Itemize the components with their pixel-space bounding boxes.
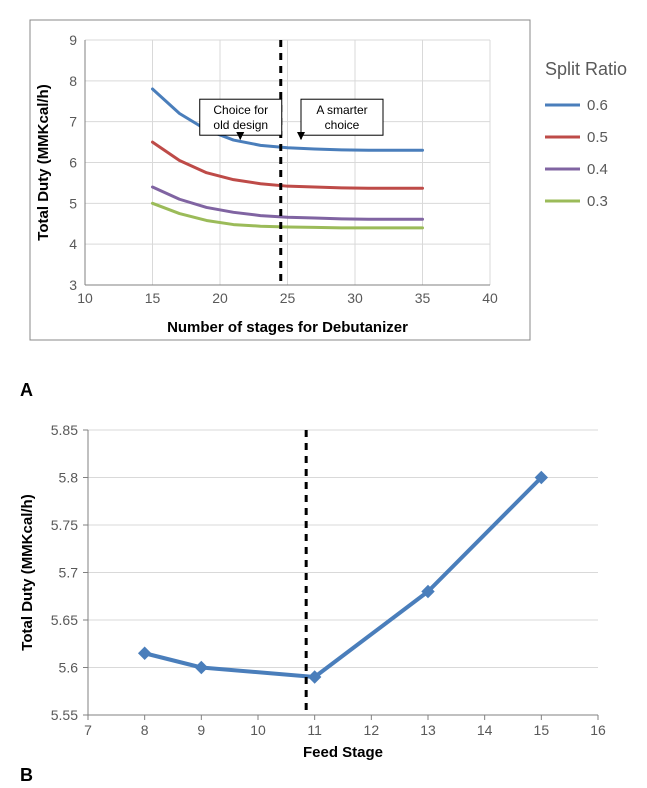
x-tick-label: 13	[420, 722, 436, 738]
x-tick-label: 35	[415, 290, 431, 306]
x-tick-label: 16	[590, 722, 606, 738]
x-tick-label: 8	[141, 722, 149, 738]
y-tick-label: 6	[69, 155, 77, 171]
y-tick-label: 7	[69, 114, 77, 130]
x-tick-label: 10	[77, 290, 93, 306]
y-tick-label: 5.55	[51, 707, 78, 723]
callout-text: old design	[213, 118, 268, 132]
x-tick-label: 7	[84, 722, 92, 738]
x-tick-label: 15	[145, 290, 161, 306]
chart-a: 3 4 5 6 7 8 9 10 15 20 25 30 35 40 Number of stages fo…	[0, 10, 647, 365]
x-tick-label: 10	[250, 722, 266, 738]
x-tick-label: 25	[280, 290, 296, 306]
y-axis-label: Total Duty (MMKcal/h)	[19, 494, 36, 650]
y-tick-label: 4	[69, 236, 77, 252]
legend-label: 0.4	[587, 161, 608, 178]
y-tick-label: 5.7	[59, 565, 79, 581]
callout-text: choice	[325, 118, 360, 132]
x-tick-label: 40	[482, 290, 498, 306]
y-tick-label: 5.6	[59, 660, 79, 676]
y-axis-label: Total Duty (MMKcal/h)	[35, 84, 52, 240]
panel-label-a: A	[20, 380, 33, 401]
legend-label: 0.5	[587, 129, 608, 146]
x-tick-label: 12	[364, 722, 380, 738]
chart-b: 5.55 5.6 5.65 5.7 5.75 5.8 5.85 7 8 9 10 11 12 13 14 15…	[0, 415, 647, 765]
x-axis-label: Feed Stage	[303, 744, 383, 761]
y-tick-label: 5.8	[59, 470, 79, 486]
x-axis-label: Number of stages for Debutanizer	[167, 319, 408, 336]
legend-label: 0.6	[587, 97, 608, 114]
x-tick-label: 15	[534, 722, 550, 738]
x-tick-label: 14	[477, 722, 493, 738]
y-tick-label: 5.65	[51, 612, 78, 628]
legend-title: Split Ratio	[545, 59, 627, 79]
x-tick-label: 11	[307, 722, 322, 738]
y-tick-label: 5.85	[51, 422, 78, 438]
y-tick-label: 3	[69, 277, 77, 293]
x-tick-label: 20	[212, 290, 228, 306]
y-tick-label: 5.75	[51, 517, 78, 533]
legend-label: 0.3	[587, 193, 608, 210]
x-tick-label: 9	[197, 722, 205, 738]
panel-label-b: B	[20, 765, 33, 786]
y-tick-label: 5	[69, 195, 77, 211]
y-tick-label: 8	[69, 73, 77, 89]
y-tick-label: 9	[69, 32, 77, 48]
callout-text: Choice for	[213, 103, 268, 117]
callout-text: A smarter	[316, 103, 367, 117]
x-tick-label: 30	[347, 290, 363, 306]
